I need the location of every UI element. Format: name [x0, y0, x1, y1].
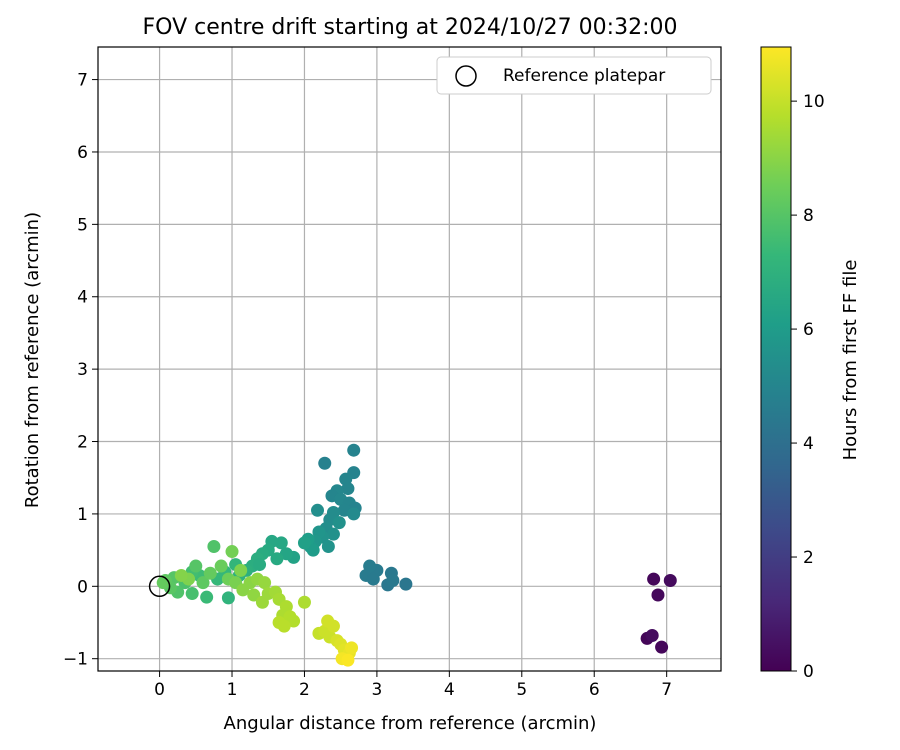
y-tick-label: 0 — [77, 577, 88, 597]
legend: Reference platepar — [436, 56, 712, 95]
data-point — [345, 641, 359, 655]
data-point — [156, 576, 170, 590]
data-point — [647, 572, 661, 586]
y-tick-label: −1 — [63, 650, 88, 670]
colorbar-label: Hours from first FF file — [840, 260, 861, 461]
x-tick-label: 7 — [661, 680, 672, 700]
data-point — [341, 482, 355, 496]
data-point — [341, 653, 355, 667]
data-point — [655, 640, 669, 654]
y-tick-label: 5 — [77, 215, 88, 235]
colorbar-tick-label: 6 — [803, 320, 814, 340]
data-point — [347, 443, 361, 457]
data-point — [221, 591, 235, 605]
data-point — [270, 552, 284, 566]
x-tick-label: 3 — [371, 680, 382, 700]
data-point — [189, 559, 203, 573]
data-point — [225, 545, 239, 559]
x-axis-label: Angular distance from reference (arcmin) — [224, 713, 597, 734]
y-tick-label: 4 — [77, 288, 88, 308]
data-point — [651, 588, 665, 602]
data-point — [297, 595, 311, 609]
data-point — [174, 568, 188, 582]
data-point — [185, 587, 199, 601]
colorbar-tick-label: 8 — [803, 206, 814, 226]
data-point — [247, 588, 261, 602]
data-point — [318, 456, 332, 470]
data-point — [234, 563, 248, 577]
x-tick-label: 0 — [154, 680, 165, 700]
data-point — [326, 619, 340, 633]
y-tick-label: 3 — [77, 360, 88, 380]
legend-box — [436, 56, 712, 95]
chart-title: FOV centre drift starting at 2024/10/27 … — [143, 15, 678, 40]
data-point — [399, 577, 413, 591]
data-point — [645, 629, 659, 643]
legend-marker-reference — [455, 65, 477, 87]
colorbar: 0 2 4 6 8 10 — [760, 46, 825, 682]
data-point — [297, 536, 311, 550]
data-point — [277, 619, 291, 633]
data-point — [214, 559, 228, 573]
data-point — [663, 574, 677, 588]
colorbar-tick-label: 10 — [803, 92, 825, 112]
data-point — [310, 503, 324, 517]
colorbar-tick-label: 0 — [803, 662, 814, 682]
plot-area: 0 1 2 3 4 5 6 7 −1 0 1 2 3 4 5 6 7 — [63, 46, 722, 700]
data-point — [332, 516, 346, 530]
data-point — [258, 576, 272, 590]
reference-platepar-marker — [148, 575, 171, 598]
y-tick-label: 7 — [77, 71, 88, 91]
data-point — [200, 590, 214, 604]
x-tick-label: 1 — [227, 680, 238, 700]
colorbar-tick-label: 2 — [803, 548, 814, 568]
legend-entry-reference: Reference platepar — [503, 66, 665, 86]
x-tick-label: 4 — [444, 680, 455, 700]
data-point — [386, 574, 400, 588]
x-tick-label: 5 — [516, 680, 527, 700]
x-tick-label: 2 — [299, 680, 310, 700]
y-tick-label: 2 — [77, 433, 88, 453]
x-tick-label: 6 — [589, 680, 600, 700]
colorbar-tick-label: 4 — [803, 434, 814, 454]
data-point — [207, 539, 221, 553]
data-point — [306, 543, 320, 557]
data-point — [203, 566, 217, 580]
data-point — [321, 539, 335, 553]
y-tick-label: 1 — [77, 505, 88, 525]
data-point — [347, 507, 361, 521]
y-tick-label: 6 — [77, 143, 88, 163]
data-point — [196, 576, 210, 590]
y-axis-label: Rotation from reference (arcmin) — [22, 212, 43, 508]
data-point — [326, 527, 340, 541]
colorbar-bar — [760, 46, 792, 672]
axes-frame — [97, 46, 722, 672]
data-point — [366, 572, 380, 586]
data-point — [253, 558, 267, 572]
